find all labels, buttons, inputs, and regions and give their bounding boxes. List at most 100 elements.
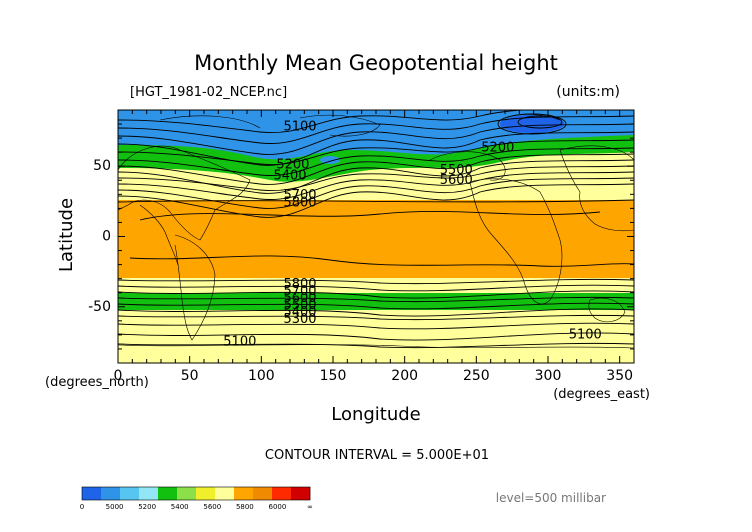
colorbar-swatch bbox=[234, 487, 254, 500]
y-unit-label: (degrees_north) bbox=[45, 375, 149, 390]
plot-area: 5100520054005200550056005700580058005700… bbox=[118, 110, 634, 363]
colorbar: 0 5000 5200 5400 5600 5800 6000 ∞ bbox=[80, 486, 313, 511]
coastline bbox=[118, 145, 251, 241]
contour-line bbox=[118, 153, 634, 185]
colorbar-swatch bbox=[215, 487, 235, 500]
colorbar-swatch bbox=[253, 487, 273, 500]
contour-line bbox=[118, 290, 634, 299]
colorbar-label: 5600 bbox=[203, 503, 221, 511]
contour-line bbox=[118, 199, 634, 203]
x-tick-label: 200 bbox=[391, 368, 418, 384]
band-below-5000-low bbox=[500, 115, 564, 133]
colorbar-swatch bbox=[82, 487, 102, 500]
contour-label: 5100 bbox=[283, 119, 316, 134]
colorbar-swatch bbox=[139, 487, 159, 500]
contour-label: 5100 bbox=[223, 334, 256, 349]
contour-line bbox=[118, 296, 634, 303]
coastline bbox=[159, 115, 261, 129]
contour-label: 5800 bbox=[283, 195, 316, 210]
colorbar-label: ∞ bbox=[307, 503, 313, 511]
contour-line bbox=[118, 165, 634, 192]
contour-line bbox=[118, 284, 634, 292]
contour-line bbox=[139, 211, 601, 221]
y-tick-label: 50 bbox=[93, 158, 111, 174]
contour-line bbox=[118, 278, 634, 285]
contour-label: 5400 bbox=[283, 305, 316, 320]
contour-line bbox=[118, 159, 634, 194]
contour-line bbox=[118, 115, 634, 144]
colorbar-label: 5400 bbox=[171, 503, 189, 511]
contour-label: 5500 bbox=[283, 298, 316, 313]
colorbar-swatch bbox=[291, 487, 311, 500]
contour-line bbox=[118, 110, 531, 134]
colorbar-label: 0 bbox=[80, 503, 84, 511]
coastline bbox=[559, 145, 634, 232]
contour-label: 5600 bbox=[283, 291, 316, 306]
x-unit-label: (degrees_east) bbox=[553, 387, 650, 402]
contour-line-low bbox=[517, 115, 563, 129]
colorbar-swatch bbox=[196, 487, 216, 500]
contour-line bbox=[118, 342, 634, 349]
coastline bbox=[299, 114, 381, 137]
colorbar-label: 5200 bbox=[138, 503, 156, 511]
x-tick-label: 100 bbox=[248, 368, 275, 384]
contour-label: 5400 bbox=[273, 169, 306, 184]
file-label: [HGT_1981-02_NCEP.nc] bbox=[130, 85, 287, 100]
contour-label: 5200 bbox=[276, 157, 309, 172]
band-5800-6000 bbox=[118, 200, 634, 278]
units-label: (units:m) bbox=[556, 84, 620, 100]
contour-line bbox=[118, 177, 634, 209]
contour-label: 5800 bbox=[283, 277, 316, 292]
coastline bbox=[588, 297, 626, 323]
contour-line bbox=[118, 322, 634, 330]
contour-line bbox=[118, 147, 634, 176]
coastline bbox=[118, 344, 634, 349]
colorbar-frame bbox=[81, 486, 311, 501]
x-tick-label: 0 bbox=[114, 368, 123, 384]
x-tick-label: 50 bbox=[181, 368, 199, 384]
coastline bbox=[469, 178, 563, 305]
coastline bbox=[174, 234, 216, 341]
contour-label: 5500 bbox=[440, 163, 473, 178]
x-axis-ticks: 0 50 100 150 200 250 300 350 bbox=[114, 110, 635, 384]
contour-line bbox=[118, 302, 634, 310]
colorbar-swatch bbox=[120, 487, 140, 500]
coastline bbox=[504, 114, 561, 121]
x-tick-label: 250 bbox=[463, 368, 490, 384]
contour-line bbox=[118, 332, 634, 341]
contour-label: 5300 bbox=[283, 312, 316, 327]
colorbar-label: 5800 bbox=[236, 503, 254, 511]
x-tick-label: 350 bbox=[606, 368, 633, 384]
contour-interval-text: CONTOUR INTERVAL = 5.000E+01 bbox=[265, 448, 489, 463]
x-axis-label: Longitude bbox=[331, 404, 421, 425]
coastline bbox=[139, 204, 179, 266]
contour-lines bbox=[118, 110, 634, 349]
colorbar-swatch bbox=[158, 487, 178, 500]
y-tick-label: -50 bbox=[88, 299, 111, 315]
contour-line-low bbox=[497, 113, 567, 135]
contour-label: 5100 bbox=[569, 327, 602, 342]
contour-labels: 5100520054005200550056005700580058005700… bbox=[223, 119, 602, 349]
x-tick-label: 300 bbox=[535, 368, 562, 384]
colorbar-swatch bbox=[177, 487, 197, 500]
y-axis-ticks: -50 0 50 bbox=[88, 109, 634, 364]
chart-title: Monthly Mean Geopotential height bbox=[194, 51, 558, 75]
contour-line bbox=[118, 171, 634, 200]
contour-label: 5700 bbox=[283, 188, 316, 203]
band-small-low bbox=[320, 156, 340, 164]
contour-line bbox=[118, 183, 634, 218]
contour-line bbox=[118, 308, 634, 317]
contour-line bbox=[118, 139, 634, 166]
x-tick-label: 150 bbox=[320, 368, 347, 384]
colorbar-label: 6000 bbox=[269, 503, 287, 511]
contour-line bbox=[129, 255, 634, 267]
y-tick-label: 0 bbox=[102, 229, 111, 245]
contour-label: 5200 bbox=[481, 140, 514, 155]
colorbar-swatch bbox=[272, 487, 292, 500]
contour-label: 5700 bbox=[283, 284, 316, 299]
contour-line bbox=[118, 123, 634, 155]
contour-label: 5600 bbox=[440, 173, 473, 188]
colorbar-swatch bbox=[101, 487, 121, 500]
y-axis-label: Latitude bbox=[56, 198, 77, 272]
